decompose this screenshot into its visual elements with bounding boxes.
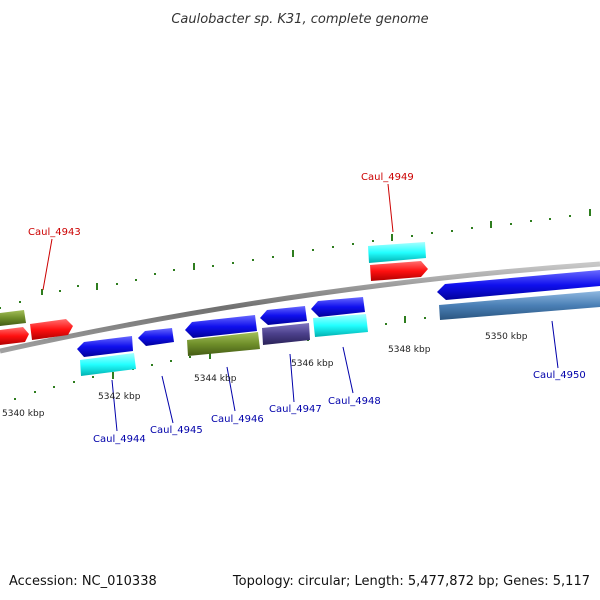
gene-labels: Caul_4943 Caul_4949 Caul_4944 Caul_4945 … [28,172,586,445]
scale-labels: 5340 kbp 5342 kbp 5344 kbp 5346 kbp 5348… [2,332,528,419]
outer-tick-ruler [0,209,591,309]
scale-label: 5342 kbp [98,392,141,402]
gene-blue-caul-4948[interactable] [311,297,365,317]
gene-cyan-caul-4944[interactable] [80,353,136,376]
gene-blue-caul-4944[interactable] [77,336,133,357]
gene-olive-partial[interactable] [0,310,26,326]
gene-cyan-caul-4949[interactable] [368,242,426,263]
map-title: Caulobacter sp. K31, complete genome [171,12,428,27]
gene-red-caul-4949[interactable] [370,261,428,281]
gene-red-caul-4943[interactable] [30,319,73,340]
genome-backbone [0,261,600,354]
gene-cyan-caul-4948[interactable] [313,314,368,337]
accession-text: Accession: NC_010338 [9,574,157,589]
gene-label-caul-4949[interactable]: Caul_4949 [361,172,414,183]
scale-label: 5346 kbp [291,359,334,369]
scale-label: 5340 kbp [2,409,45,419]
gene-blue-caul-4945[interactable] [138,328,174,346]
gene-label-caul-4946[interactable]: Caul_4946 [211,414,264,425]
gene-steel-caul-4950[interactable] [439,291,600,320]
gene-label-caul-4950[interactable]: Caul_4950 [533,370,586,381]
label-leaders [42,183,559,432]
gene-label-caul-4944[interactable]: Caul_4944 [93,434,146,445]
scale-label: 5348 kbp [388,345,431,355]
gene-label-caul-4947[interactable]: Caul_4947 [269,404,322,415]
scale-label: 5344 kbp [194,374,237,384]
gene-label-caul-4948[interactable]: Caul_4948 [328,396,381,407]
gene-label-caul-4945[interactable]: Caul_4945 [150,425,203,436]
gene-blue-caul-4946[interactable] [185,315,257,338]
forward-strand-genes [0,242,428,345]
gene-olive-caul-4946[interactable] [187,332,260,356]
gene-blue-caul-4947[interactable] [260,306,307,325]
gene-red-partial[interactable] [0,327,29,345]
scale-label: 5350 kbp [485,332,528,342]
gene-label-caul-4943[interactable]: Caul_4943 [28,227,81,238]
reverse-strand-genes [77,270,600,376]
genome-info-text: Topology: circular; Length: 5,477,872 bp… [232,574,590,589]
gene-blue-caul-4950[interactable] [437,270,600,300]
gene-purple-caul-4947[interactable] [262,323,310,345]
